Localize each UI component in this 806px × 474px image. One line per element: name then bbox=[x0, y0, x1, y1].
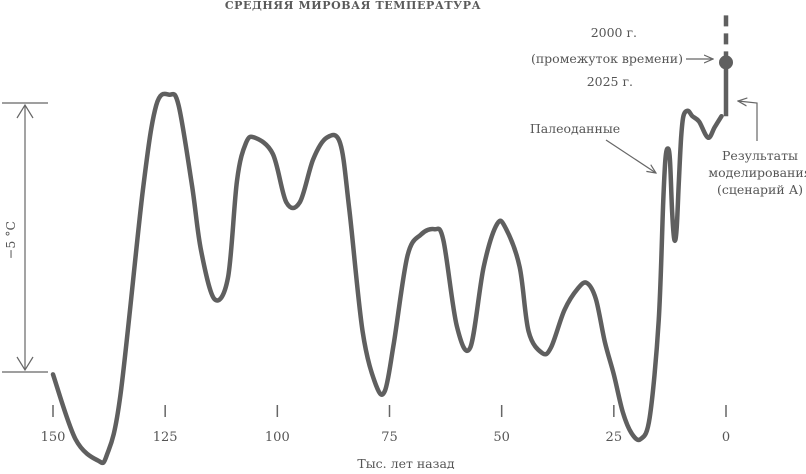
x-tick-label: 125 bbox=[153, 430, 178, 445]
x-axis: 150 125 100 75 50 25 0 bbox=[41, 405, 730, 445]
marker-2000-label: 2000 г. bbox=[591, 25, 637, 40]
series-layer bbox=[50, 12, 733, 466]
scale-bar: −5 °C bbox=[2, 102, 48, 373]
x-tick-label: 25 bbox=[606, 430, 623, 445]
paleo-label: Палеоданные bbox=[530, 121, 620, 136]
x-axis-title: Тыс. лет назад bbox=[357, 456, 455, 469]
model-label-line3: (сценарий А) bbox=[717, 182, 803, 197]
marker-2025-point bbox=[719, 55, 733, 70]
x-tick-label: 50 bbox=[493, 430, 510, 445]
x-tick-label: 0 bbox=[722, 430, 730, 445]
model-label-line1: Результаты bbox=[722, 148, 798, 163]
model-arrow bbox=[738, 101, 758, 141]
x-tick-label: 100 bbox=[265, 430, 290, 445]
scale-bar-arrow-up bbox=[16, 103, 34, 119]
chart-title: СРЕДНЯЯ МИРОВАЯ ТЕМПЕРАТУРА bbox=[225, 0, 481, 12]
model-label-line2: моделирования bbox=[708, 165, 806, 180]
x-tick-label: 75 bbox=[381, 430, 398, 445]
interval-label: (промежуток времени) bbox=[531, 51, 683, 66]
marker-2025-label: 2025 г. bbox=[587, 74, 633, 89]
annotations: 2000 г. (промежуток времени) 2025 г. Пал… bbox=[530, 25, 806, 197]
paleo-arrow bbox=[605, 139, 656, 173]
x-tick-label: 150 bbox=[41, 430, 66, 445]
scale-bar-label: −5 °C bbox=[3, 221, 18, 259]
series-line-paleo bbox=[50, 91, 724, 466]
scale-bar-arrow-down bbox=[16, 356, 34, 372]
